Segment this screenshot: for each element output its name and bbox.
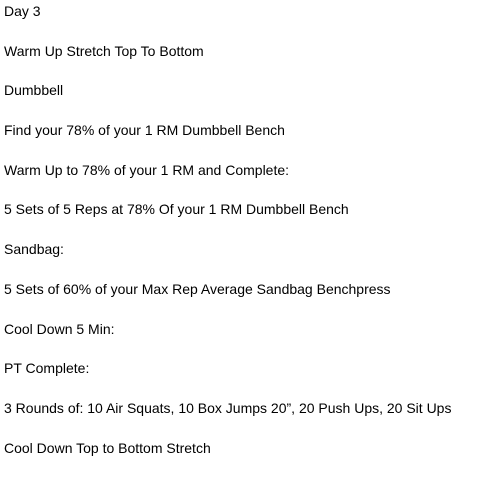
dumbbell-sets-line: 5 Sets of 5 Reps at 78% Of your 1 RM Dum… bbox=[4, 201, 349, 218]
dumbbell-section-heading: Dumbbell bbox=[4, 82, 64, 99]
find-rm-line: Find your 78% of your 1 RM Dumbbell Benc… bbox=[4, 122, 285, 139]
pt-complete-heading: PT Complete: bbox=[4, 360, 90, 377]
day-heading: Day 3 bbox=[4, 3, 41, 19]
workout-document: Day 3 Warm Up Stretch Top To Bottom Dumb… bbox=[4, 3, 489, 479]
sandbag-section-heading: Sandbag: bbox=[4, 241, 64, 258]
cool-down-min-line: Cool Down 5 Min: bbox=[4, 320, 115, 337]
warm-up-rm-line: Warm Up to 78% of your 1 RM and Complete… bbox=[4, 161, 290, 178]
sandbag-sets-line: 5 Sets of 60% of your Max Rep Average Sa… bbox=[4, 280, 391, 297]
cool-down-stretch-line: Cool Down Top to Bottom Stretch bbox=[4, 439, 211, 456]
warm-up-stretch-line: Warm Up Stretch Top To Bottom bbox=[4, 42, 204, 59]
pt-rounds-line: 3 Rounds of: 10 Air Squats, 10 Box Jumps… bbox=[4, 399, 452, 416]
